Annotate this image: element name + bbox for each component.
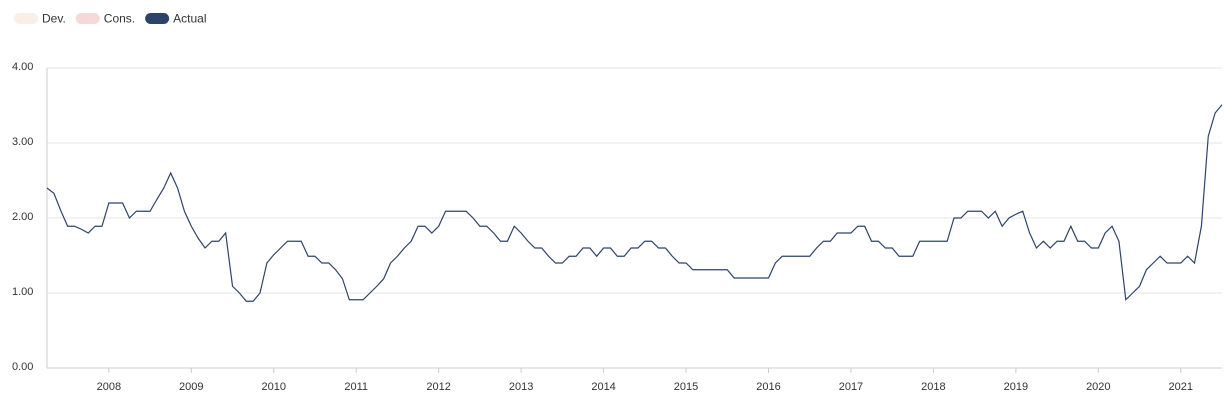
legend-item[interactable]: Dev. (14, 12, 66, 26)
x-tick-label: 2014 (591, 381, 615, 393)
x-tick-label: 2009 (179, 381, 203, 393)
x-tick-label: 2008 (97, 381, 121, 393)
legend-label: Actual (173, 12, 206, 26)
x-tick-label: 2013 (509, 381, 533, 393)
x-tick-label: 2021 (1169, 381, 1193, 393)
x-tick-label: 2017 (839, 381, 863, 393)
y-tick-label: 1.00 (12, 286, 33, 298)
x-tick-label: 2018 (921, 381, 945, 393)
legend-item[interactable]: Actual (145, 12, 207, 26)
data-line (46, 104, 1223, 302)
legend-label: Dev. (42, 12, 66, 26)
legend-swatch (75, 13, 100, 24)
x-tick-label: 2012 (426, 381, 450, 393)
legend-swatch (14, 13, 38, 24)
x-tick-label: 2010 (262, 381, 286, 393)
y-tick-label: 4.00 (12, 61, 33, 73)
x-tick-label: 2020 (1086, 381, 1110, 393)
x-tick-label: 2019 (1004, 381, 1028, 393)
y-tick-label: 3.00 (12, 136, 33, 148)
x-tick-label: 2016 (756, 381, 780, 393)
y-tick-label: 0.00 (12, 361, 33, 373)
legend-swatch (145, 13, 170, 24)
y-tick-label: 2.00 (12, 211, 33, 223)
x-tick-label: 2015 (674, 381, 698, 393)
legend-item[interactable]: Cons. (75, 12, 135, 26)
x-tick-label: 2011 (344, 381, 368, 393)
legend-label: Cons. (104, 12, 135, 26)
